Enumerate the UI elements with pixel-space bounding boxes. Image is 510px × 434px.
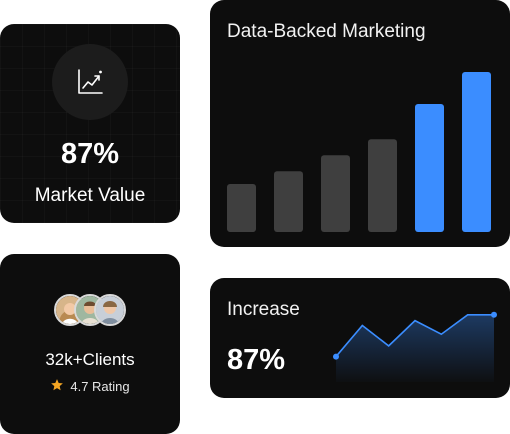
bar-chart (227, 72, 491, 232)
sparkline-point (333, 353, 339, 360)
chart-bar (227, 184, 256, 232)
star-icon (50, 378, 64, 395)
increase-title: Increase (227, 299, 300, 320)
market-value-label: Market Value (34, 185, 146, 206)
chart-bar (462, 72, 491, 232)
sparkline-area (336, 314, 494, 382)
increase-card: Increase 87% (210, 278, 510, 398)
sparkline-line (335, 314, 494, 358)
chart-bar (321, 155, 350, 232)
increase-percent: 87% (227, 344, 286, 376)
chart-title: Data-Backed Marketing (227, 21, 426, 42)
market-value-card: 87% Market Value (0, 24, 180, 223)
sparkline-point (491, 311, 497, 318)
chart-trend-icon (52, 44, 128, 120)
chart-bar (274, 171, 303, 232)
rating-row: 4.7 Rating (0, 378, 180, 395)
increase-sparkline (333, 311, 497, 382)
marketing-chart-card: Data-Backed Marketing (210, 0, 510, 247)
rating-label: 4.7 Rating (70, 379, 130, 394)
chart-bar (415, 104, 444, 232)
avatar-group (54, 294, 134, 326)
clients-card: 32k+Clients 4.7 Rating (0, 254, 180, 434)
avatar (94, 294, 126, 326)
chart-bar (368, 139, 397, 232)
clients-count: 32k+Clients (45, 350, 135, 369)
market-value-percent: 87% (60, 138, 120, 170)
